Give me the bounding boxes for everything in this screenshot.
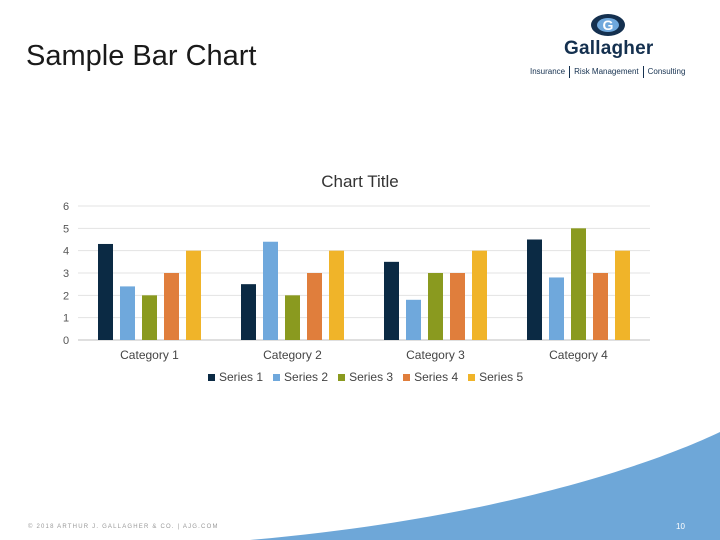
page-number: 10 (676, 522, 685, 531)
bar-series-4-cat1 (164, 273, 179, 340)
legend-label: Series 1 (219, 370, 264, 384)
bar-series-2-cat1 (120, 286, 135, 340)
bar-series-3-cat3 (428, 273, 443, 340)
chart-gridlines (78, 205, 650, 341)
x-tick-label: Category 2 (263, 348, 322, 362)
x-tick-label: Category 3 (406, 348, 465, 362)
bar-series-2-cat2 (263, 241, 278, 340)
legend-item: Series 4 (403, 370, 458, 384)
legend-swatch (208, 373, 215, 381)
legend-item: Series 1 (208, 370, 263, 384)
legend-swatch (338, 373, 346, 381)
bar-series-4-cat4 (593, 273, 608, 340)
logo-wordmark: Gallagher (564, 38, 654, 59)
logo-tagline-consulting: Consulting (647, 67, 686, 77)
bar-series-4-cat2 (307, 273, 322, 340)
bar-series-2-cat3 (406, 299, 421, 340)
legend-label: Series 4 (414, 370, 459, 384)
legend-label: Series 5 (479, 370, 524, 384)
bar-series-3-cat1 (142, 295, 157, 340)
x-tick-label: Category 4 (549, 348, 608, 362)
gallagher-logo: G Gallagher Insurance Risk Management Cons… (528, 12, 694, 82)
bar-series-3-cat2 (285, 295, 300, 340)
y-tick-label: 5 (63, 223, 69, 235)
slide-title: Sample Bar Chart (26, 40, 257, 72)
bar-series-1-cat3 (384, 261, 399, 340)
bar-series-5-cat4 (615, 250, 630, 340)
bar-series-2-cat4 (549, 277, 564, 340)
legend-item: Series 2 (273, 370, 328, 384)
bar-series-1-cat4 (527, 239, 542, 340)
legend-swatch (403, 373, 411, 381)
y-tick-label: 2 (63, 290, 69, 302)
y-tick-label: 1 (63, 313, 69, 325)
chart-title: Chart Title (321, 172, 399, 191)
logo-tagline: Insurance Risk Management Consulting (530, 66, 685, 78)
bar-series-4-cat3 (450, 273, 465, 340)
logo-emblem-icon: G (591, 14, 625, 36)
legend-swatch (468, 373, 476, 381)
x-tick-label: Category 1 (120, 348, 179, 362)
legend-label: Series 3 (349, 370, 394, 384)
chart-bars (98, 228, 630, 340)
logo-tagline-insurance: Insurance (530, 67, 566, 77)
svg-text:G: G (603, 17, 614, 33)
y-tick-label: 6 (63, 201, 69, 213)
bar-series-5-cat3 (472, 250, 487, 340)
bar-series-1-cat2 (241, 284, 256, 340)
chart-x-ticks: Category 1 Category 2 Category 3 Category 4 (120, 348, 608, 362)
y-tick-label: 0 (63, 335, 69, 347)
footer-copyright: © 2018 ARTHUR J. GALLAGHER & CO. | AJG.C… (28, 524, 219, 530)
legend-item: Series 5 (468, 370, 523, 384)
bar-series-5-cat1 (186, 250, 201, 340)
y-tick-label: 3 (63, 268, 69, 280)
bar-series-1-cat1 (98, 243, 113, 340)
legend-swatch (273, 373, 281, 381)
legend-item: Series 3 (338, 370, 393, 384)
legend-label: Series 2 (284, 370, 329, 384)
y-tick-label: 4 (63, 246, 69, 258)
chart-legend: Series 1 Series 2 Series 3 Series 4 Series 5 (208, 370, 523, 384)
logo-tagline-risk: Risk Management (574, 67, 639, 77)
bar-series-5-cat2 (329, 250, 344, 340)
chart-y-ticks: 0 1 2 3 4 5 6 (63, 201, 69, 347)
bar-series-3-cat4 (571, 228, 586, 340)
footer-wave-decoration (250, 432, 720, 540)
